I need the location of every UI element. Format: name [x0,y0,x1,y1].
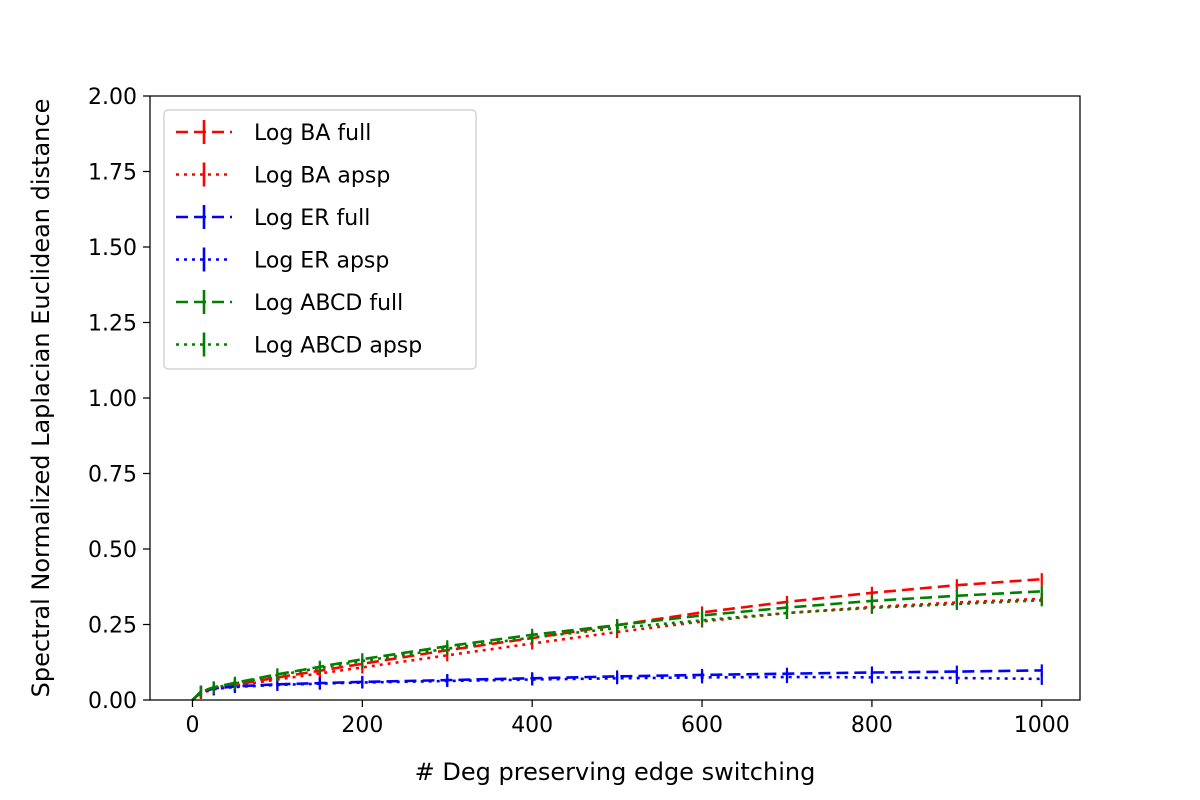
y-tick-label: 0.50 [88,538,137,563]
x-axis-label: # Deg preserving edge switching [415,758,816,786]
y-tick-label: 1.50 [88,236,137,261]
x-tick-label: 0 [185,713,199,738]
legend-label: Log ER full [254,206,370,231]
y-tick-label: 0.00 [88,689,137,714]
series-line [191,599,1042,701]
legend-box [163,109,477,370]
legend: Log BA full Log BA apsp Log ER full Log ER … [163,109,477,370]
legend-entry: Log ABCD full [176,290,403,316]
series-group [191,594,1043,701]
legend-label: Log ABCD full [254,291,403,316]
y-tick-label: 1.00 [88,387,137,412]
legend-entry: Log BA full [176,120,371,146]
y-axis-label: Spectral Normalized Laplacian Euclidean … [27,99,55,698]
y-tick-label: 2.00 [88,85,137,110]
legend-label: Log BA apsp [254,164,390,189]
x-axis: 0 200 400 600 800 1000 [185,700,1070,738]
y-tick-label: 1.75 [88,161,137,186]
x-tick-label: 1000 [1014,713,1070,738]
y-tick-label: 1.25 [88,312,137,337]
legend-entry: Log ER apsp [176,247,389,274]
y-axis: 0.00 0.25 0.50 0.75 1.00 1.25 1.50 1.75 2.00 [88,85,150,714]
legend-label: Log BA full [254,121,371,146]
legend-label: Log ABCD apsp [254,334,422,359]
x-tick-label: 600 [681,713,723,738]
y-tick-label: 0.75 [88,463,137,488]
x-tick-label: 200 [341,713,383,738]
x-tick-label: 400 [511,713,553,738]
legend-label: Log ER apsp [254,249,389,274]
y-tick-label: 0.25 [88,614,137,639]
legend-entry: Log ER full [176,205,370,231]
legend-entry: Log BA apsp [176,162,390,189]
x-tick-label: 800 [851,713,893,738]
series-layer [191,573,1043,702]
legend-entry: Log ABCD apsp [176,332,422,359]
